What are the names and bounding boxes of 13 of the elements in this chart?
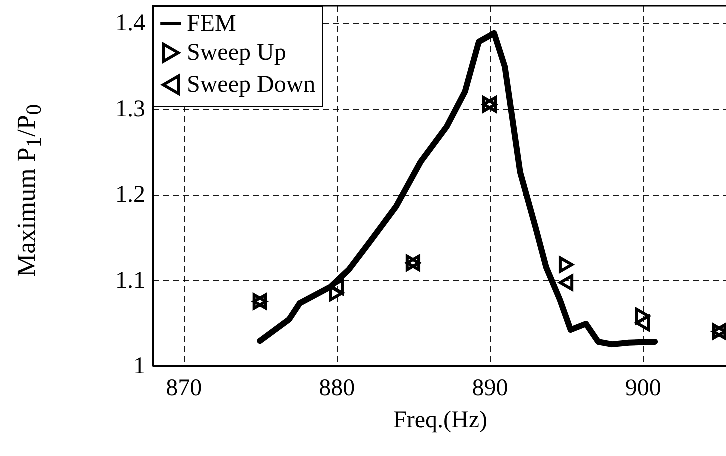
- y-tick-label: 1.2: [116, 182, 146, 208]
- x-tick-label: 870: [166, 376, 202, 402]
- x-axis-title: Freq.(Hz): [394, 408, 488, 434]
- legend-label: FEM: [187, 11, 236, 37]
- x-tick-label: 900: [625, 376, 662, 402]
- x-tick-label: 880: [319, 376, 356, 402]
- y-tick-label: 1.1: [116, 268, 146, 294]
- legend-label: Sweep Down: [187, 72, 316, 98]
- y-tick-label: 1.4: [116, 10, 146, 37]
- legend-label: Sweep Up: [187, 40, 286, 66]
- y-tick-label: 1.3: [116, 96, 146, 122]
- y-tick-label: 1: [134, 354, 146, 380]
- x-tick-label: 890: [472, 376, 508, 402]
